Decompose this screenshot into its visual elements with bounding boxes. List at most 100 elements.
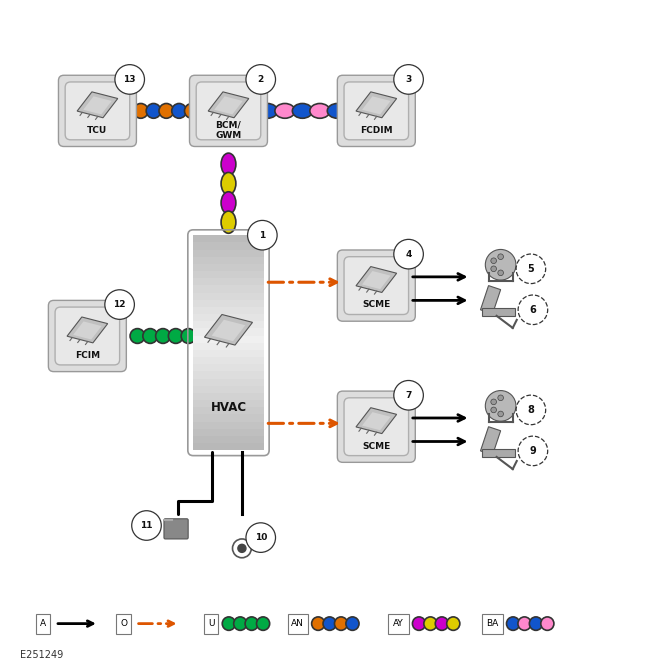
FancyBboxPatch shape xyxy=(204,614,218,634)
Polygon shape xyxy=(362,412,390,430)
Ellipse shape xyxy=(424,617,437,630)
Bar xyxy=(194,335,263,343)
Bar xyxy=(194,436,263,443)
Circle shape xyxy=(498,270,503,276)
Ellipse shape xyxy=(130,329,144,343)
Text: 3: 3 xyxy=(405,75,412,84)
FancyBboxPatch shape xyxy=(388,614,409,634)
Ellipse shape xyxy=(221,153,236,175)
Polygon shape xyxy=(67,317,108,343)
FancyBboxPatch shape xyxy=(337,391,415,462)
Bar xyxy=(194,372,263,378)
Text: 13: 13 xyxy=(124,75,136,84)
Bar xyxy=(194,393,263,400)
Bar xyxy=(194,300,263,307)
Text: E251249: E251249 xyxy=(20,650,63,660)
Ellipse shape xyxy=(221,173,236,195)
Polygon shape xyxy=(212,320,245,341)
Polygon shape xyxy=(77,92,118,118)
Polygon shape xyxy=(83,96,112,114)
Ellipse shape xyxy=(134,103,148,118)
Circle shape xyxy=(491,407,497,413)
FancyBboxPatch shape xyxy=(36,614,50,634)
Ellipse shape xyxy=(172,103,186,118)
Ellipse shape xyxy=(169,329,183,343)
Bar xyxy=(194,400,263,407)
FancyBboxPatch shape xyxy=(337,75,415,146)
Text: SCME: SCME xyxy=(362,442,390,450)
Ellipse shape xyxy=(323,617,336,630)
Bar xyxy=(194,443,263,450)
Ellipse shape xyxy=(275,103,295,118)
Text: AY: AY xyxy=(393,619,404,628)
Text: BCM/
GWM: BCM/ GWM xyxy=(215,120,242,140)
Circle shape xyxy=(246,523,276,552)
Text: 2: 2 xyxy=(257,75,264,84)
Circle shape xyxy=(247,220,277,250)
FancyBboxPatch shape xyxy=(55,307,120,365)
Polygon shape xyxy=(480,286,501,314)
Bar xyxy=(194,292,263,300)
Ellipse shape xyxy=(143,329,157,343)
Bar xyxy=(194,278,263,286)
Ellipse shape xyxy=(292,103,312,118)
Circle shape xyxy=(394,239,423,269)
Circle shape xyxy=(246,65,276,94)
Circle shape xyxy=(105,290,134,319)
FancyBboxPatch shape xyxy=(337,250,415,321)
Circle shape xyxy=(498,395,503,401)
Circle shape xyxy=(485,390,516,421)
Ellipse shape xyxy=(222,617,235,630)
Bar xyxy=(194,235,263,243)
Bar xyxy=(194,286,263,292)
FancyBboxPatch shape xyxy=(58,75,136,146)
Text: HVAC: HVAC xyxy=(210,401,247,414)
Bar xyxy=(194,257,263,264)
Ellipse shape xyxy=(312,617,325,630)
FancyBboxPatch shape xyxy=(116,614,131,634)
Text: 9: 9 xyxy=(530,446,536,456)
Polygon shape xyxy=(73,321,101,339)
Polygon shape xyxy=(356,92,396,118)
Text: TCU: TCU xyxy=(87,126,108,134)
Ellipse shape xyxy=(310,103,330,118)
FancyBboxPatch shape xyxy=(288,614,308,634)
Bar xyxy=(194,329,263,335)
Text: 8: 8 xyxy=(528,405,534,415)
Circle shape xyxy=(394,65,423,94)
Ellipse shape xyxy=(327,103,347,118)
Ellipse shape xyxy=(156,329,170,343)
Ellipse shape xyxy=(234,617,247,630)
FancyBboxPatch shape xyxy=(190,75,267,146)
Bar xyxy=(194,357,263,364)
FancyBboxPatch shape xyxy=(65,82,130,140)
Bar xyxy=(194,271,263,278)
Bar xyxy=(194,343,263,350)
Bar xyxy=(194,314,263,321)
Ellipse shape xyxy=(181,329,196,343)
Ellipse shape xyxy=(530,617,542,630)
Text: FCDIM: FCDIM xyxy=(360,126,392,134)
Circle shape xyxy=(132,511,161,540)
Circle shape xyxy=(115,65,144,94)
Text: A: A xyxy=(40,619,46,628)
Polygon shape xyxy=(362,271,390,289)
Ellipse shape xyxy=(346,617,359,630)
Text: BA: BA xyxy=(487,619,499,628)
Text: 6: 6 xyxy=(530,305,536,314)
Polygon shape xyxy=(482,449,515,457)
Circle shape xyxy=(485,249,516,280)
Text: 10: 10 xyxy=(255,533,267,542)
Text: O: O xyxy=(120,619,127,628)
Text: U: U xyxy=(208,619,214,628)
Circle shape xyxy=(394,380,423,410)
Text: FCIM: FCIM xyxy=(75,351,100,360)
Text: 1: 1 xyxy=(259,230,265,240)
Text: 7: 7 xyxy=(405,391,412,400)
Ellipse shape xyxy=(221,211,236,233)
Ellipse shape xyxy=(159,103,173,118)
Polygon shape xyxy=(362,96,390,114)
FancyBboxPatch shape xyxy=(344,257,409,314)
Ellipse shape xyxy=(447,617,460,630)
Ellipse shape xyxy=(507,617,519,630)
